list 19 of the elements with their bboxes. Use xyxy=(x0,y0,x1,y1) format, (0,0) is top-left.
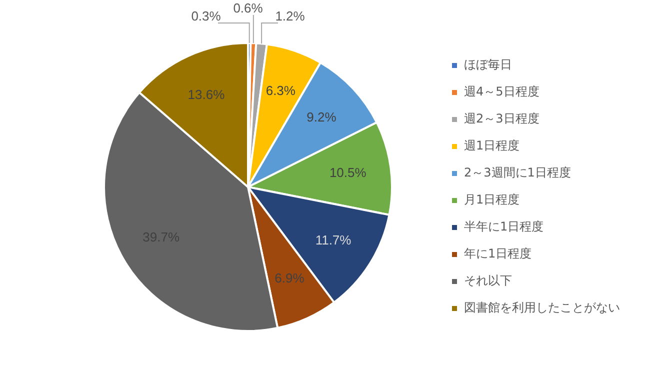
legend-label: それ以下 xyxy=(464,274,512,288)
data-label: 1.2% xyxy=(275,8,306,24)
legend-label: 週4～5日程度 xyxy=(464,84,540,99)
legend-label: 半年に1日程度 xyxy=(464,220,544,234)
data-label: 9.2% xyxy=(306,110,337,125)
data-label: 0.6% xyxy=(233,0,264,16)
data-label: 11.7% xyxy=(315,232,352,248)
legend-label: 週2～3日程度 xyxy=(464,112,540,126)
data-label: 0.3% xyxy=(191,8,222,24)
legend-label: ほぼ毎日 xyxy=(464,58,512,72)
data-label: 6.3% xyxy=(266,83,296,98)
data-label: 10.5% xyxy=(329,165,367,180)
legend-label: 年に1日程度 xyxy=(464,246,532,261)
legend-label: 2～3週間に1日程度 xyxy=(464,166,571,180)
legend-label: 図書館を利用したことがない xyxy=(464,300,620,315)
legend-label: 週1日程度 xyxy=(464,138,520,153)
data-label: 13.6% xyxy=(188,86,226,102)
legend-label: 月1日程度 xyxy=(464,192,520,207)
data-label: 6.9% xyxy=(274,270,305,286)
